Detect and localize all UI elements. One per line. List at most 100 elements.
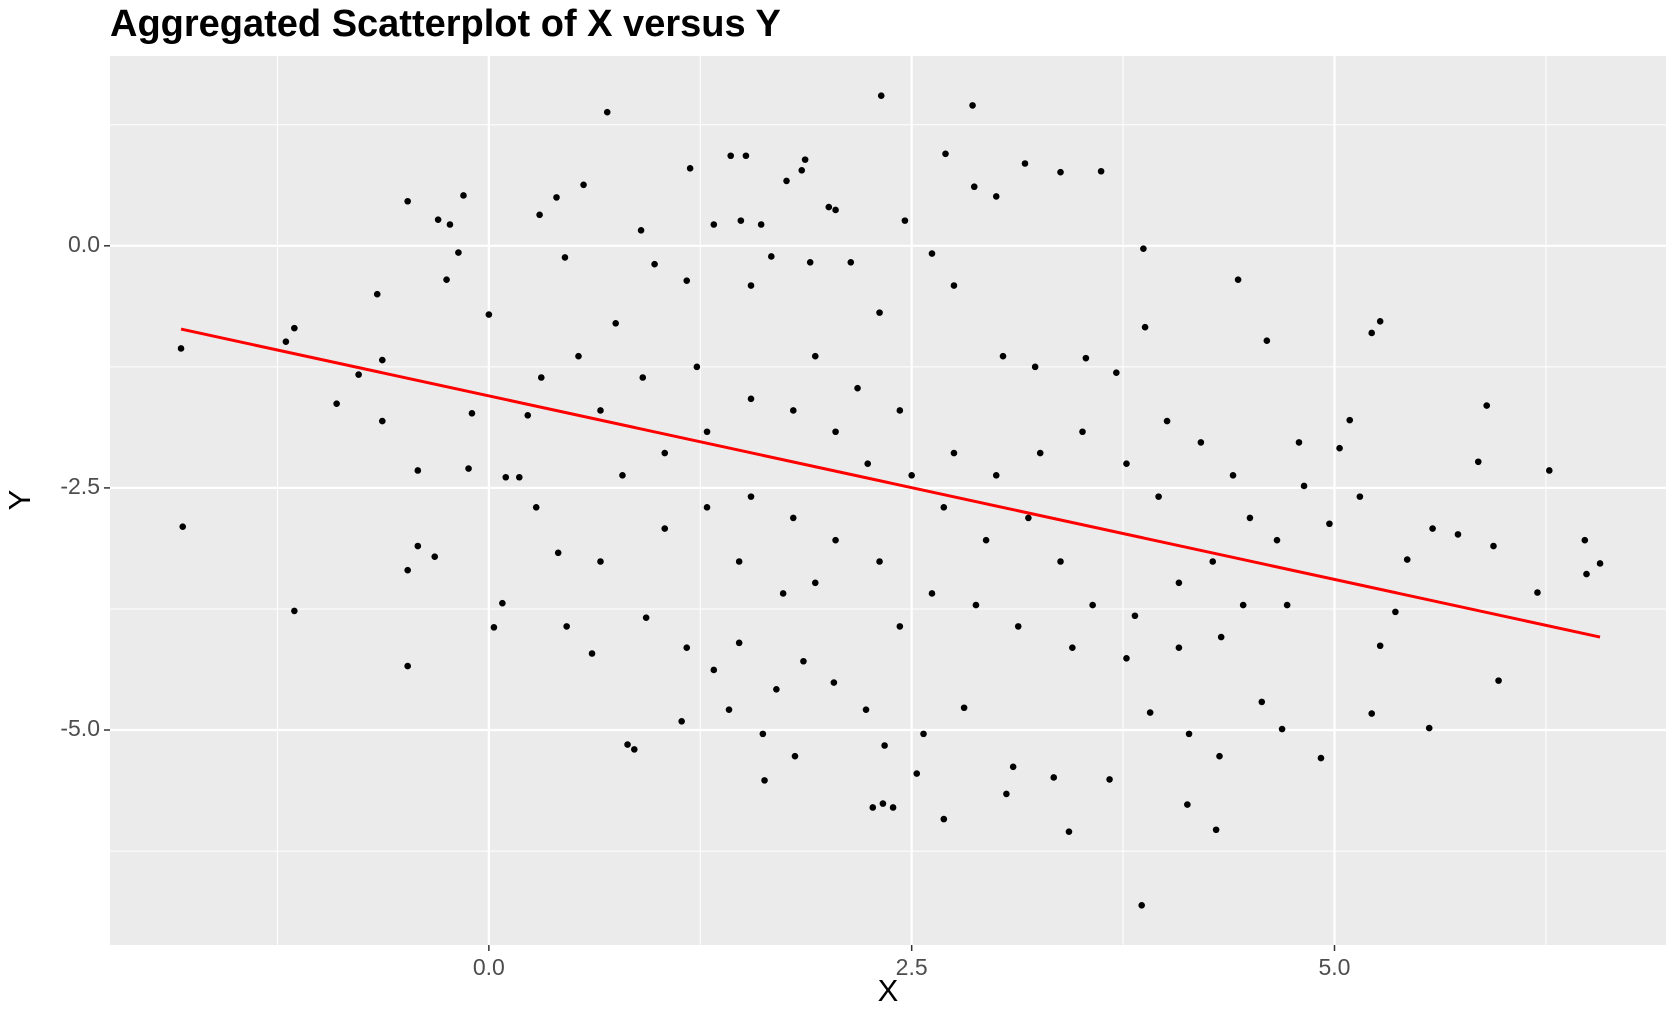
point [1229, 472, 1237, 479]
point [524, 411, 532, 419]
point [499, 599, 506, 607]
point [889, 804, 897, 811]
point [950, 282, 958, 289]
point [881, 742, 888, 749]
point [1163, 417, 1171, 425]
point [942, 150, 949, 158]
point [1295, 439, 1303, 446]
point [747, 493, 755, 500]
point [404, 662, 411, 670]
point [735, 639, 743, 647]
point [612, 319, 619, 327]
point [950, 449, 958, 457]
point [1212, 826, 1220, 834]
point [1239, 601, 1247, 609]
point [443, 276, 450, 284]
point [1490, 542, 1497, 550]
point [801, 156, 809, 163]
point [1069, 644, 1076, 651]
point [928, 590, 936, 597]
point [639, 374, 647, 381]
point [460, 192, 467, 199]
point [908, 472, 915, 479]
point [811, 352, 819, 360]
point [333, 400, 340, 407]
point [282, 338, 290, 345]
point [379, 356, 386, 364]
point [1106, 776, 1113, 783]
point [913, 770, 921, 777]
point [532, 503, 540, 511]
point [1376, 642, 1384, 650]
point [414, 542, 422, 550]
y-tick-label: -5.0 [60, 715, 100, 741]
point [876, 309, 883, 316]
point [1368, 329, 1376, 337]
point [1009, 763, 1017, 771]
point [1483, 402, 1491, 409]
point [1346, 416, 1354, 424]
point [661, 525, 669, 532]
marks [177, 92, 1604, 909]
point [1403, 556, 1411, 563]
point [515, 473, 523, 481]
point [1273, 536, 1281, 544]
point [972, 601, 980, 609]
point [783, 177, 790, 185]
chart-title: Aggregated Scatterplot of X versus Y [110, 3, 781, 45]
point [830, 679, 838, 686]
point [455, 249, 462, 256]
point [747, 282, 755, 289]
point [1057, 168, 1064, 176]
point [468, 410, 476, 417]
point [710, 666, 718, 674]
point [877, 92, 885, 100]
point [661, 449, 669, 457]
point [1123, 460, 1130, 468]
point [1138, 901, 1145, 909]
point [637, 227, 645, 234]
point [683, 644, 691, 651]
point [1082, 354, 1090, 362]
point [876, 558, 883, 565]
point [992, 472, 1000, 479]
point [1175, 579, 1183, 587]
point [563, 623, 570, 630]
point [1283, 601, 1291, 609]
x-axis-title: X [878, 973, 899, 1008]
point [414, 467, 422, 474]
point [1596, 560, 1604, 567]
point [969, 102, 976, 109]
point [773, 686, 780, 693]
point [1003, 790, 1010, 798]
point [1429, 525, 1436, 532]
point [768, 253, 775, 260]
point [1278, 725, 1286, 733]
point [1326, 520, 1333, 528]
point [502, 473, 510, 481]
point [1534, 589, 1541, 596]
point [536, 211, 543, 219]
point [1246, 514, 1254, 522]
point [1185, 730, 1193, 738]
point [940, 815, 948, 823]
y-axis-title: Y [2, 490, 37, 511]
point [291, 607, 298, 615]
point [703, 428, 711, 436]
point [869, 804, 877, 811]
panel [110, 56, 1666, 945]
point [1376, 318, 1384, 325]
point [1123, 655, 1130, 662]
point [725, 706, 733, 713]
point [854, 384, 861, 392]
point [355, 371, 362, 378]
point [1368, 710, 1376, 717]
point [490, 624, 498, 631]
point [642, 614, 650, 621]
point [703, 503, 711, 511]
point [1317, 754, 1325, 762]
point [759, 730, 767, 738]
point [554, 549, 562, 557]
